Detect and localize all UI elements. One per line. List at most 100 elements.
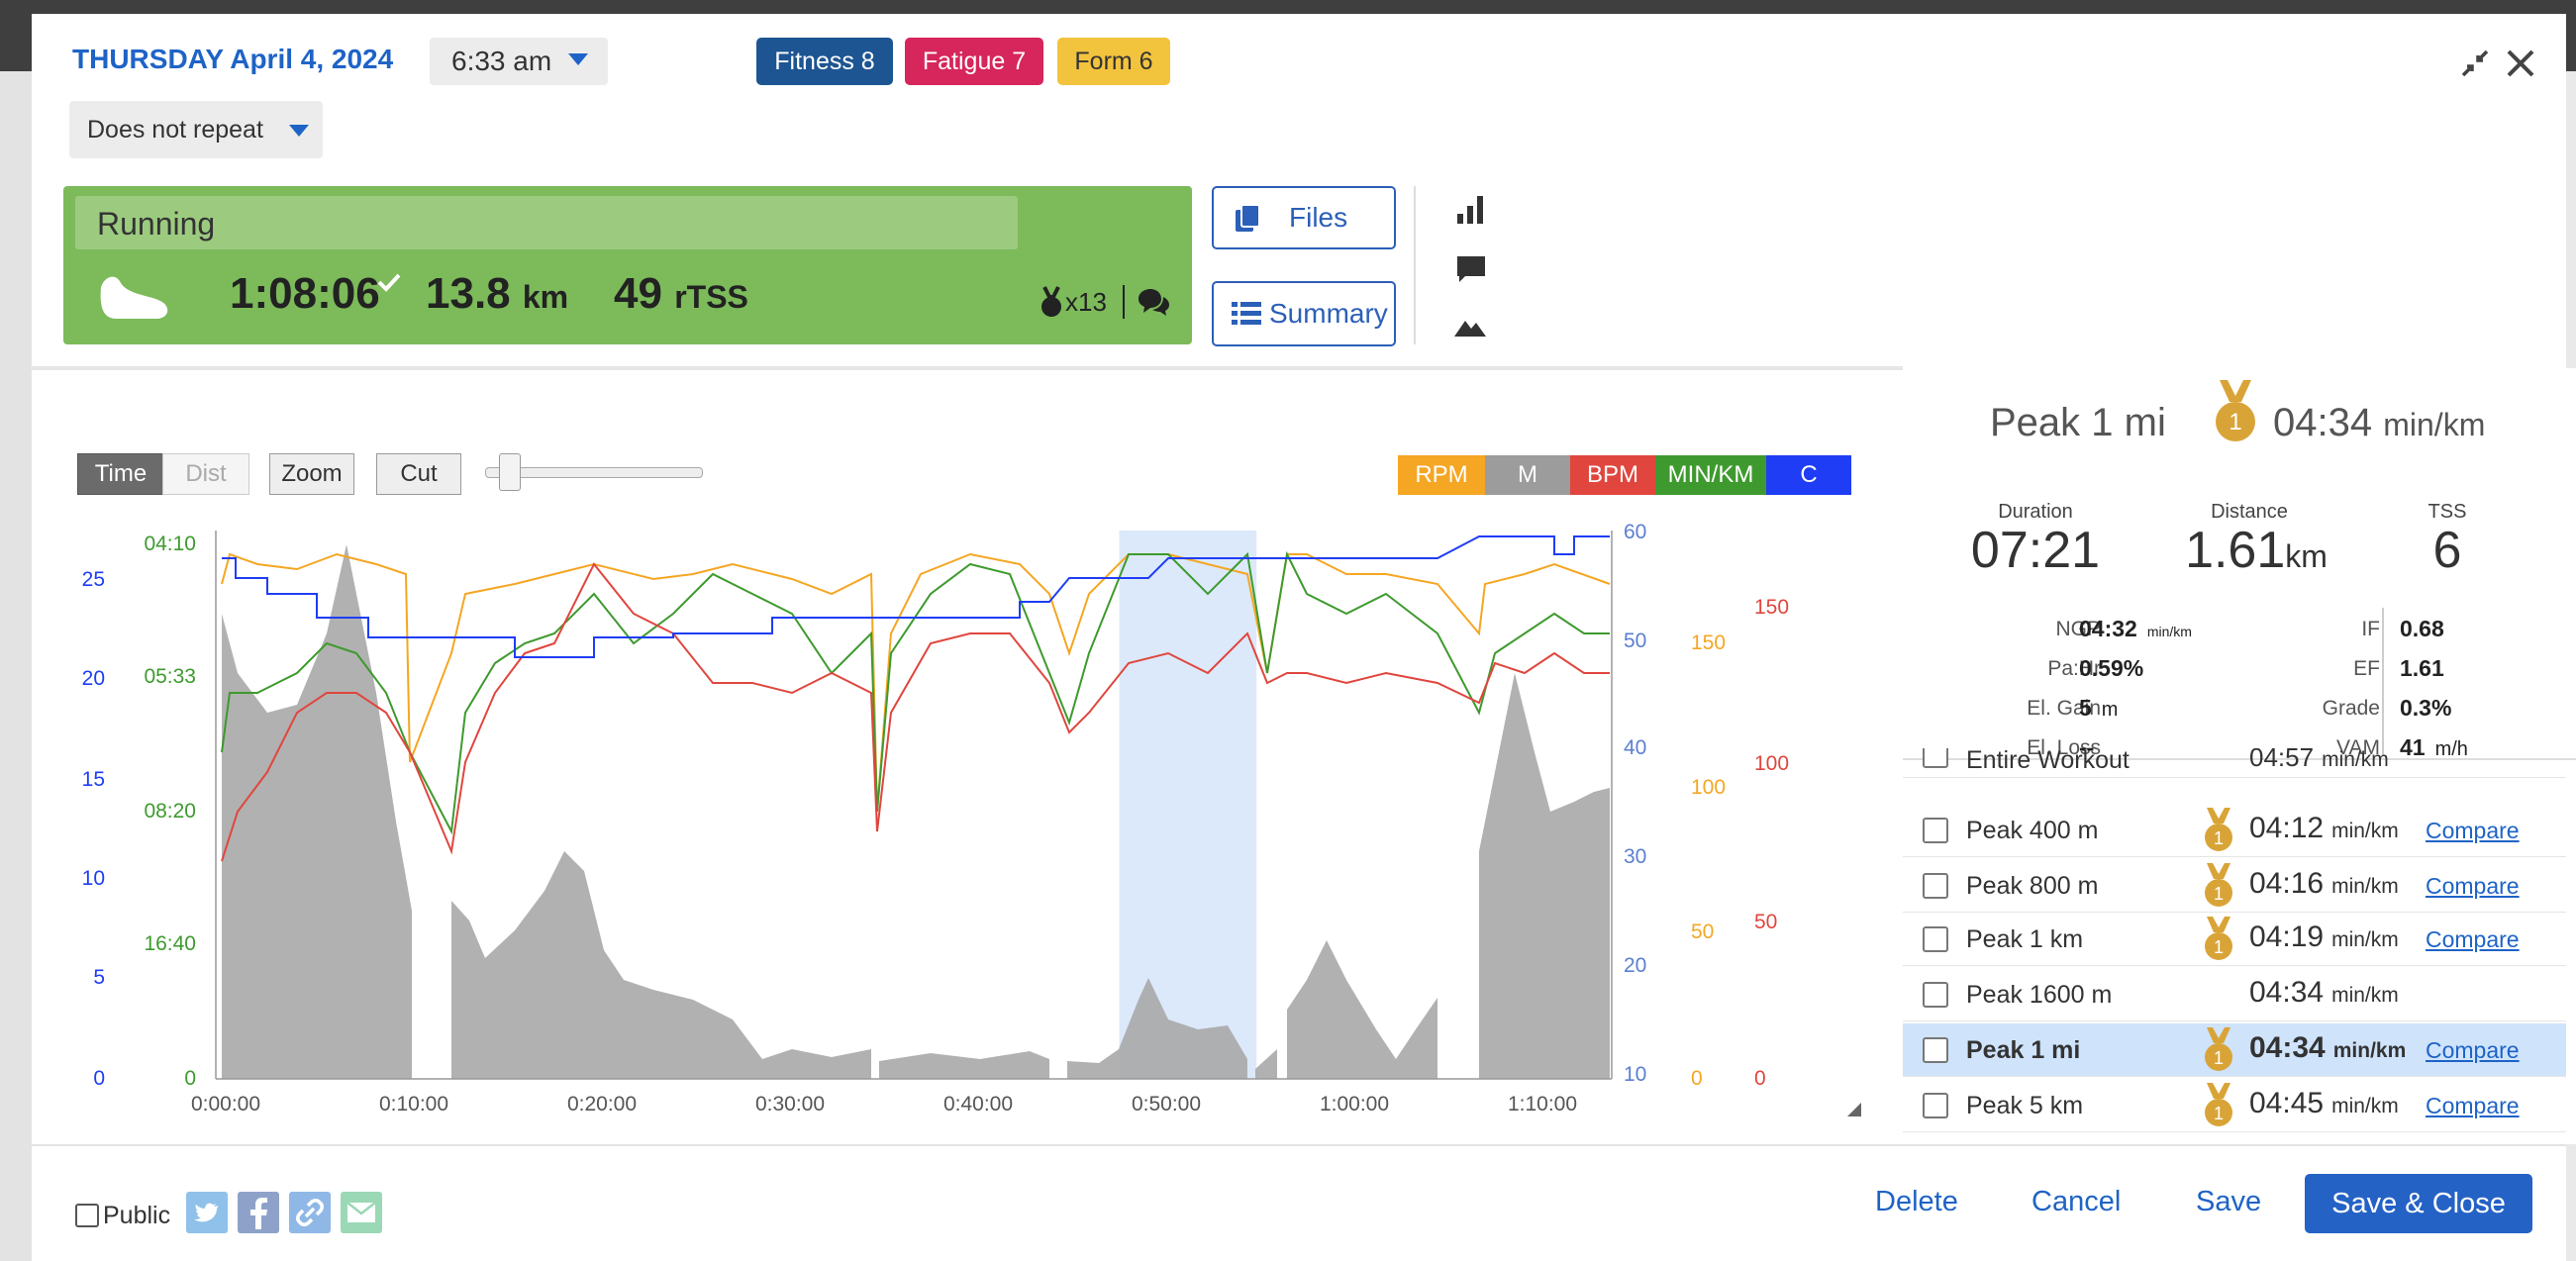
workout-title: Running bbox=[97, 206, 216, 242]
files-icon bbox=[1236, 204, 1260, 232]
channel-bpm-button[interactable]: BPM bbox=[1570, 455, 1655, 495]
metric-label: El. Gain bbox=[2027, 697, 2101, 720]
comment-icon[interactable] bbox=[1455, 253, 1487, 285]
public-checkbox[interactable] bbox=[75, 1204, 99, 1227]
workout-chart[interactable]: 0:00:00 0:10:00 0:20:00 0:30:00 0:40:00 0:50:… bbox=[0, 0, 1903, 1144]
compare-link[interactable]: Compare bbox=[2426, 926, 2520, 952]
channel-rpm-button[interactable]: RPM bbox=[1398, 455, 1485, 495]
zoom-button[interactable]: Zoom bbox=[269, 453, 354, 495]
peak-row[interactable]: Peak 800 m 1 04:16 min/km Compare bbox=[1903, 859, 2566, 913]
y-tick-label-blue: 0 bbox=[93, 1067, 105, 1090]
row-divider bbox=[1903, 1020, 2566, 1021]
compare-link[interactable]: Compare bbox=[2426, 1093, 2520, 1118]
duration-value: 07:21 bbox=[1970, 522, 2101, 579]
files-button[interactable]: Files bbox=[1212, 186, 1396, 249]
peak-pace-unit: min/km bbox=[2331, 928, 2399, 951]
facebook-icon[interactable] bbox=[238, 1192, 279, 1233]
workout-title-input[interactable]: Running bbox=[75, 196, 1018, 249]
selection-band bbox=[1119, 531, 1257, 1079]
channel-m-button[interactable]: M bbox=[1485, 455, 1570, 495]
peak-checkbox[interactable] bbox=[1923, 748, 1948, 768]
metric-value: 1.61 bbox=[2400, 655, 2454, 682]
link-icon[interactable] bbox=[289, 1192, 331, 1233]
bar-chart-icon[interactable] bbox=[1455, 194, 1487, 226]
comments-icon[interactable] bbox=[1137, 287, 1170, 317]
compare-link[interactable]: Compare bbox=[2426, 873, 2520, 899]
resize-handle-icon[interactable] bbox=[1845, 1101, 1863, 1118]
summary-label: Summary bbox=[1269, 298, 1388, 329]
save-close-button[interactable]: Save & Close bbox=[2305, 1174, 2532, 1233]
peak-pace-unit: min/km bbox=[2331, 875, 2399, 898]
svg-text:1: 1 bbox=[2214, 1104, 2224, 1123]
compare-link[interactable]: Compare bbox=[2426, 1037, 2520, 1063]
gold-medal-icon: 1 bbox=[2205, 808, 2232, 851]
dist-toggle[interactable]: Dist bbox=[162, 453, 249, 495]
peak-row[interactable]: Peak 1600 m 04:34 min/km bbox=[1903, 968, 2566, 1021]
metric-unit: min/km bbox=[2146, 624, 2192, 639]
peaks-list-top-line bbox=[1903, 758, 2576, 760]
peak-pace: 04:19 min/km bbox=[2249, 921, 2399, 954]
chart-background bbox=[216, 531, 1612, 1079]
y-tick-label-pace: 08:20 bbox=[144, 800, 196, 823]
y-tick-label-pace: 0 bbox=[184, 1067, 196, 1090]
zoom-slider-track[interactable] bbox=[485, 467, 703, 478]
channel-c-button[interactable]: C bbox=[1766, 455, 1851, 495]
workout-date[interactable]: THURSDAY April 4, 2024 bbox=[72, 44, 394, 74]
peak-pace-value: 04:16 bbox=[2249, 867, 2325, 900]
distance-value: 13.8 bbox=[426, 269, 511, 318]
peak-row[interactable]: Peak 1 km 1 04:19 min/km Compare bbox=[1903, 913, 2566, 966]
twitter-icon[interactable] bbox=[186, 1192, 228, 1233]
channel-pace-button[interactable]: MIN/KM bbox=[1655, 455, 1766, 495]
row-divider bbox=[1903, 1076, 2566, 1077]
metric-label: NGP bbox=[2055, 618, 2101, 640]
peak-checkbox[interactable] bbox=[1923, 1093, 1948, 1118]
peak-checkbox[interactable] bbox=[1923, 982, 1948, 1008]
peak-checkbox[interactable] bbox=[1923, 873, 1948, 899]
y-tick-label-blue: 15 bbox=[82, 768, 105, 791]
peak-pace-value: 04:34 bbox=[2249, 1031, 2326, 1064]
form-badge: Form 6 bbox=[1057, 38, 1170, 85]
minimize-icon[interactable] bbox=[2459, 48, 2491, 79]
delete-button[interactable]: Delete bbox=[1875, 1186, 1958, 1217]
metric-value: 41 m/h bbox=[2400, 734, 2468, 761]
x-tick-label: 0:10:00 bbox=[379, 1093, 448, 1116]
zoom-slider-handle[interactable] bbox=[499, 453, 521, 491]
close-icon[interactable] bbox=[2505, 48, 2536, 79]
svg-text:1: 1 bbox=[2214, 937, 2224, 957]
chevron-down-icon bbox=[568, 53, 588, 65]
tss-label: TSS bbox=[2427, 501, 2467, 523]
metric-number: 0.59% bbox=[2079, 655, 2144, 681]
svg-text:1: 1 bbox=[2214, 828, 2224, 848]
svg-text:1: 1 bbox=[2214, 884, 2224, 904]
gold-medal-icon: 1 bbox=[2205, 863, 2232, 907]
peak-row[interactable]: Entire Workout 04:57 min/km bbox=[1903, 748, 2566, 778]
save-button[interactable]: Save bbox=[2196, 1186, 2262, 1217]
compare-link[interactable]: Compare bbox=[2426, 818, 2520, 843]
peak-row[interactable]: Peak 400 m 1 04:12 min/km Compare bbox=[1903, 804, 2566, 857]
time-toggle[interactable]: Time bbox=[77, 453, 164, 495]
tss-value: 6 bbox=[2432, 522, 2462, 579]
metric-number: 41 bbox=[2400, 734, 2426, 760]
repeat-select[interactable]: Does not repeat bbox=[69, 101, 323, 158]
peak-pace-unit: min/km bbox=[2331, 1095, 2399, 1117]
metric-number: 0.68 bbox=[2400, 616, 2444, 641]
cancel-button[interactable]: Cancel bbox=[2031, 1186, 2122, 1217]
peak-row[interactable]: Peak 1 mi 1 04:34 min/km Compare bbox=[1903, 1023, 2566, 1077]
pace-series-line bbox=[221, 550, 1610, 835]
y2-tick-label-bpm: 100 bbox=[1754, 752, 1789, 775]
peak-row[interactable]: Peak 5 km 1 04:45 min/km Compare bbox=[1903, 1079, 2566, 1132]
cut-button[interactable]: Cut bbox=[376, 453, 461, 495]
peak-pace-value: 04:34 bbox=[2273, 401, 2373, 444]
metric-number: -- bbox=[2079, 734, 2095, 760]
y2-tick-label-blue: 10 bbox=[1624, 1063, 1646, 1086]
time-select[interactable]: 6:33 am bbox=[430, 38, 608, 85]
mountain-icon[interactable] bbox=[1453, 315, 1487, 339]
peak-checkbox[interactable] bbox=[1923, 926, 1948, 952]
gold-medal-icon: 1 bbox=[2205, 1027, 2232, 1071]
row-divider bbox=[1903, 1131, 2566, 1132]
email-icon[interactable] bbox=[341, 1192, 382, 1233]
summary-button[interactable]: Summary bbox=[1212, 281, 1396, 346]
peak-checkbox[interactable] bbox=[1923, 818, 1948, 843]
peak-checkbox[interactable] bbox=[1923, 1037, 1948, 1063]
